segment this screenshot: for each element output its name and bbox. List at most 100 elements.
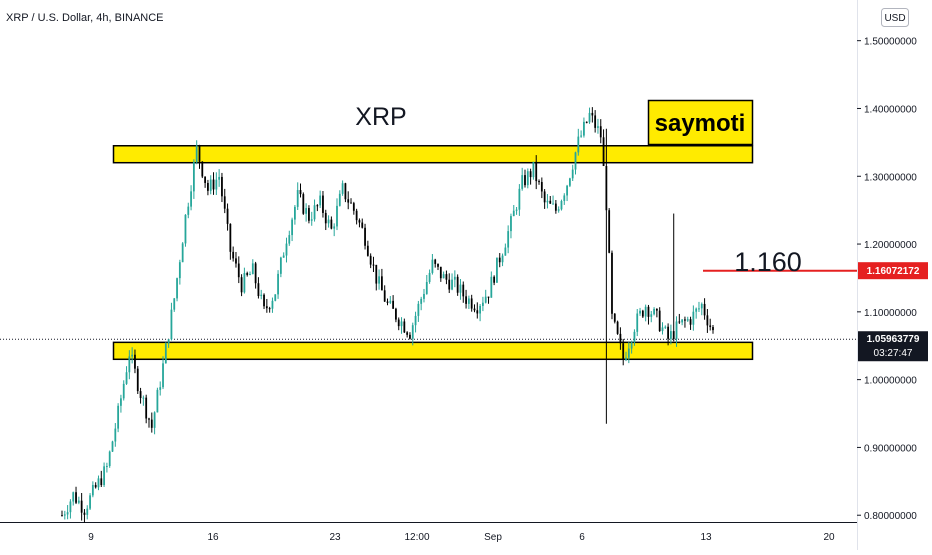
candle-body — [397, 319, 400, 327]
price-tick-label: 1.30000000 — [864, 172, 917, 183]
current-price-tag: 1.05963779 03:27:47 — [858, 331, 928, 362]
candles — [61, 107, 714, 523]
candle-body — [588, 112, 591, 123]
price-tick-label: 1.20000000 — [864, 240, 917, 251]
candle-body — [187, 206, 190, 215]
candle-body — [128, 356, 131, 373]
candle-body — [692, 311, 695, 325]
candle-body — [538, 181, 540, 183]
horizontal-zones — [112, 145, 754, 361]
candle-body — [414, 315, 417, 326]
candle-body — [63, 514, 66, 516]
candle-body — [594, 115, 597, 128]
candle-body — [529, 171, 532, 178]
currency-button[interactable]: USD — [881, 8, 909, 27]
candle-body — [639, 310, 641, 314]
candle-body — [568, 178, 571, 186]
candle-body — [633, 331, 636, 343]
candle-body — [448, 279, 451, 290]
candle-body — [201, 161, 204, 177]
time-tick-label: 13 — [700, 532, 712, 543]
candle-body — [608, 210, 611, 253]
candle-body — [209, 179, 212, 191]
candle-body — [613, 313, 616, 322]
candle-body — [439, 266, 442, 279]
candle-body — [302, 194, 305, 214]
candle-body — [479, 305, 481, 314]
candle-body — [698, 308, 700, 310]
candle-body — [395, 308, 397, 320]
candle-body — [709, 325, 712, 328]
candle-body — [484, 296, 487, 303]
current-price-text: 1.05963779 — [867, 334, 920, 345]
candle-body — [313, 205, 316, 220]
candle-body — [498, 257, 501, 263]
symbol-header: XRP / U.S. Dollar, 4h, BINANCE — [6, 12, 164, 24]
candle-body — [636, 313, 639, 332]
candle-body — [670, 331, 672, 339]
candle-body — [470, 298, 473, 309]
candle-body — [487, 296, 490, 298]
candle-body — [712, 327, 714, 331]
candle-body — [122, 383, 125, 399]
candle-body — [546, 200, 549, 203]
candle-body — [428, 272, 431, 283]
candle-body — [462, 284, 465, 297]
candle-body — [246, 273, 249, 275]
candle-body — [490, 276, 493, 298]
price-tick-label: 0.80000000 — [864, 511, 917, 522]
candle-body — [496, 257, 498, 283]
candle-body — [366, 245, 369, 256]
candle-body — [664, 326, 667, 328]
candle-body — [409, 334, 411, 339]
alert-price-tag[interactable]: 1.16072172 — [858, 262, 928, 280]
candle-body — [159, 387, 162, 390]
candle-body — [296, 190, 299, 207]
candle-body — [571, 169, 574, 179]
countdown-text: 03:27:47 — [874, 348, 913, 359]
candle-body — [117, 405, 120, 429]
candle-body — [672, 331, 675, 339]
candle-body — [347, 199, 350, 203]
candle-body — [361, 222, 364, 228]
candle-body — [94, 484, 97, 488]
candle-body — [251, 263, 254, 275]
price-tick-label: 1.50000000 — [864, 37, 917, 48]
candle-body — [389, 300, 392, 303]
candle-body — [344, 183, 347, 200]
candle-body — [111, 441, 114, 452]
candle-body — [310, 219, 313, 221]
chart-title-annotation: XRP — [355, 103, 406, 131]
candle-body — [324, 212, 327, 224]
zone-support — [112, 341, 754, 361]
candle-body — [706, 315, 709, 326]
price-axis-labels: 1.50000000 1.40000000 1.30000000 1.20000000… — [857, 37, 917, 522]
candle-body — [417, 303, 420, 316]
candle-body — [291, 219, 293, 236]
candle-body — [260, 294, 263, 297]
candle-body — [369, 255, 372, 265]
candle-body — [89, 495, 91, 509]
time-tick-label: Sep — [484, 532, 502, 543]
target-label: 1.160 — [734, 247, 802, 277]
candle-body — [268, 308, 271, 310]
candle-body — [403, 321, 406, 333]
candle-body — [425, 282, 428, 294]
candle-body — [678, 321, 681, 323]
candle-body — [333, 226, 336, 229]
candle-body — [198, 145, 201, 162]
candle-body — [437, 263, 439, 267]
candle-body — [580, 135, 583, 137]
candle-body — [181, 243, 184, 263]
candle-body — [521, 175, 524, 189]
time-tick-label: 12:00 — [404, 532, 429, 543]
candle-body — [493, 276, 496, 283]
candle-body — [72, 492, 75, 502]
candle-body — [218, 176, 221, 180]
candle-body — [675, 321, 678, 339]
author-badge-text: saymoti — [655, 110, 746, 137]
candle-body — [549, 200, 552, 204]
candle-body — [563, 195, 566, 201]
